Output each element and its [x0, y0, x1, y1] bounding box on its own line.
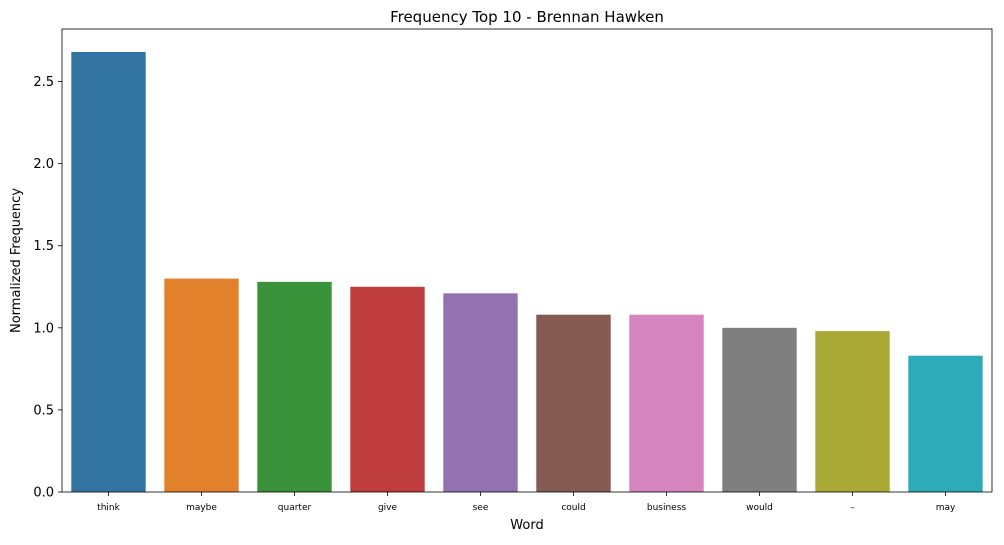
y-tick-label: 1.5 [33, 239, 54, 254]
x-tick-label: see [473, 503, 489, 513]
x-axis-ticks: think maybe quarter give see could business wou… [97, 492, 956, 513]
x-tick-label: give [378, 503, 398, 513]
bar-1 [164, 278, 239, 492]
x-tick-label: could [561, 503, 585, 513]
chart-title: Frequency Top 10 - Brennan Hawken [390, 8, 664, 26]
y-axis-label: Normalized Frequency [9, 188, 24, 333]
x-tick-label: maybe [186, 503, 217, 513]
y-tick-label: 0.5 [33, 403, 54, 418]
bar-8 [815, 331, 890, 492]
bar-5 [536, 314, 611, 492]
bar-2 [257, 281, 332, 492]
x-tick-label: – [850, 503, 855, 513]
bar-3 [350, 286, 425, 492]
x-tick-label: think [97, 503, 120, 513]
y-tick-label: 2.5 [33, 75, 54, 90]
y-tick-label: 0.0 [33, 486, 54, 501]
y-tick-label: 1.0 [33, 321, 54, 336]
y-axis-ticks: 0.0 0.5 1.0 1.5 2.0 2.5 [33, 75, 62, 501]
y-tick-label: 2.0 [33, 157, 54, 172]
x-axis-label: Word [510, 518, 543, 533]
bar-9 [908, 355, 983, 492]
plot-area: 0.0 0.5 1.0 1.5 2.0 2.5 think maybe quarter give… [33, 28, 993, 513]
x-tick-label: may [936, 503, 956, 513]
bar-7 [722, 327, 797, 492]
x-tick-label: would [746, 503, 773, 513]
x-tick-label: business [647, 503, 687, 513]
bars [71, 51, 983, 493]
bar-6 [629, 314, 704, 492]
axes-frame [61, 28, 993, 493]
x-tick-label: quarter [278, 503, 312, 513]
bar-4 [443, 293, 518, 492]
bar-0 [71, 51, 146, 493]
